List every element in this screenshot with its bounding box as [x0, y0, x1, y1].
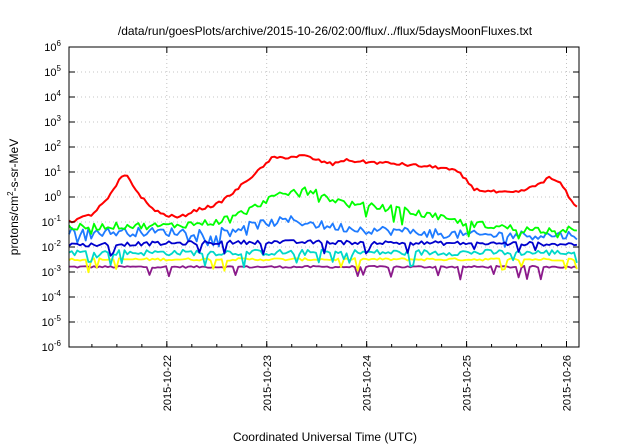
y-tick-base: 10 — [44, 42, 56, 54]
y-tick-exponent: -2 — [54, 239, 62, 248]
series-line — [68, 257, 578, 274]
x-tick-label: 2015-10-26 — [562, 355, 574, 411]
y-tick-exponent: 2 — [57, 139, 62, 148]
y-tick-exponent: -4 — [54, 289, 62, 298]
y-tick-base: 10 — [42, 267, 54, 279]
x-axis-label: Coordinated Universal Time (UTC) — [233, 430, 417, 444]
x-tick-label: 2015-10-23 — [262, 355, 274, 411]
y-tick-label: 10-6 — [42, 339, 62, 354]
y-tick-label: 105 — [44, 64, 61, 79]
y-tick-base: 10 — [42, 242, 54, 254]
y-tick-label: 102 — [44, 139, 61, 154]
y-tick-base: 10 — [42, 292, 54, 304]
y-tick-exponent: 6 — [57, 39, 62, 48]
y-tick-exponent: -6 — [54, 339, 62, 348]
y-tick-label: 106 — [44, 39, 61, 54]
y-tick-base: 10 — [42, 342, 54, 354]
y-tick-base: 10 — [44, 67, 56, 79]
y-axis-label-main: protons/cm — [7, 196, 21, 255]
y-tick-exponent: -1 — [54, 214, 62, 223]
y-tick-label: 10-2 — [42, 239, 62, 254]
y-tick-exponent: -5 — [54, 314, 62, 323]
y-tick-exponent: 3 — [57, 114, 62, 123]
series-line — [68, 215, 578, 248]
y-tick-base: 10 — [44, 192, 56, 204]
y-axis-label-tail: -s-sr-MeV — [7, 139, 21, 192]
y-tick-label: 100 — [44, 189, 61, 204]
y-tick-label: 10-1 — [42, 214, 62, 229]
y-tick-label: 10-4 — [42, 289, 62, 304]
y-tick-base: 10 — [44, 142, 56, 154]
y-tick-exponent: 5 — [57, 64, 62, 73]
y-tick-label: 10-5 — [42, 314, 62, 329]
y-tick-label: 101 — [44, 164, 61, 179]
y-tick-exponent: 0 — [57, 189, 62, 198]
y-tick-exponent: -3 — [54, 264, 62, 273]
x-tick-label: 2015-10-25 — [462, 355, 474, 411]
y-tick-base: 10 — [44, 117, 56, 129]
y-tick-base: 10 — [42, 217, 54, 229]
x-tick-label: 2015-10-24 — [362, 355, 374, 411]
y-tick-exponent: 1 — [57, 164, 62, 173]
y-tick-base: 10 — [42, 317, 54, 329]
series-group — [68, 154, 578, 281]
x-tick-label: 2015-10-22 — [162, 355, 174, 411]
y-tick-base: 10 — [44, 92, 56, 104]
y-tick-label: 10-3 — [42, 264, 62, 279]
series-line — [69, 264, 578, 281]
series-line — [68, 239, 577, 257]
series-line — [68, 186, 577, 240]
y-tick-label: 104 — [44, 89, 61, 104]
y-tick-label: 103 — [44, 114, 61, 129]
chart-title: /data/run/goesPlots/archive/2015-10-26/0… — [118, 24, 533, 38]
y-axis-label: protons/cm2-s-sr-MeV — [6, 139, 21, 255]
series-line — [68, 154, 578, 224]
y-axis-label-sup: 2 — [6, 191, 15, 196]
grid — [69, 46, 579, 348]
y-tick-exponent: 4 — [57, 89, 62, 98]
axis-ticks: 10-610-510-410-310-210-11001011021031041… — [42, 39, 579, 411]
y-tick-base: 10 — [44, 167, 56, 179]
